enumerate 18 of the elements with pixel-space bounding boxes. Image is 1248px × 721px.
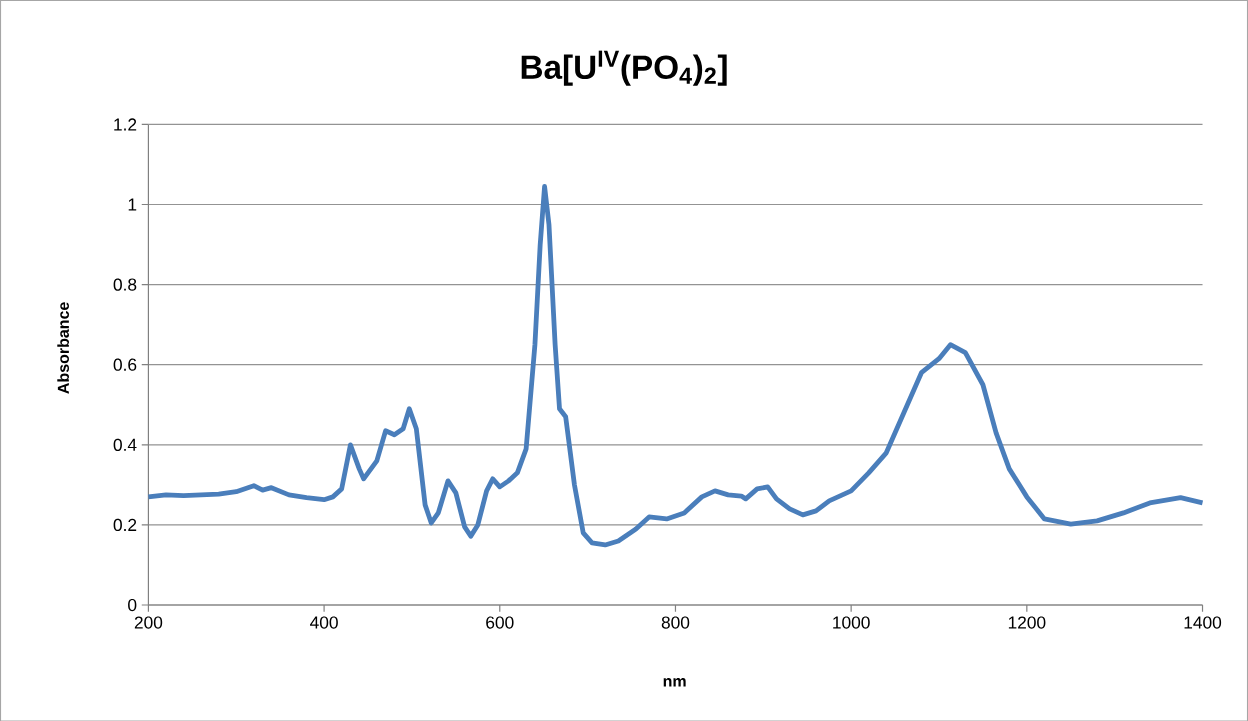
chart-title: Ba[U$^{IV}$(PO$_{4}$)$_{2}$] — [521, 50, 727, 86]
x-tick-label: 400 — [310, 616, 338, 629]
line-series — [146, 183, 1205, 548]
x-tick-label: 200 — [134, 616, 163, 629]
y-tick-label: 1.2 — [114, 118, 137, 131]
y-tick-label: 0.4 — [113, 438, 137, 451]
x-axis-title: nm — [663, 677, 686, 687]
y-tick-label: 1 — [128, 198, 137, 211]
x-tick-label: 1200 — [1008, 616, 1046, 629]
y-tick-label: 0.2 — [113, 518, 137, 531]
y-tick-label: 0 — [128, 598, 137, 611]
y-axis-title: Absorbance — [57, 302, 70, 394]
x-tick-label: 1000 — [833, 616, 870, 629]
y-tick-label: 0.6 — [113, 358, 137, 371]
x-tick-label: 800 — [661, 616, 690, 629]
x-tick-label: 600 — [486, 616, 514, 629]
y-tick-label: 0.8 — [113, 278, 137, 291]
x-tick-label: 1400 — [1184, 616, 1222, 629]
